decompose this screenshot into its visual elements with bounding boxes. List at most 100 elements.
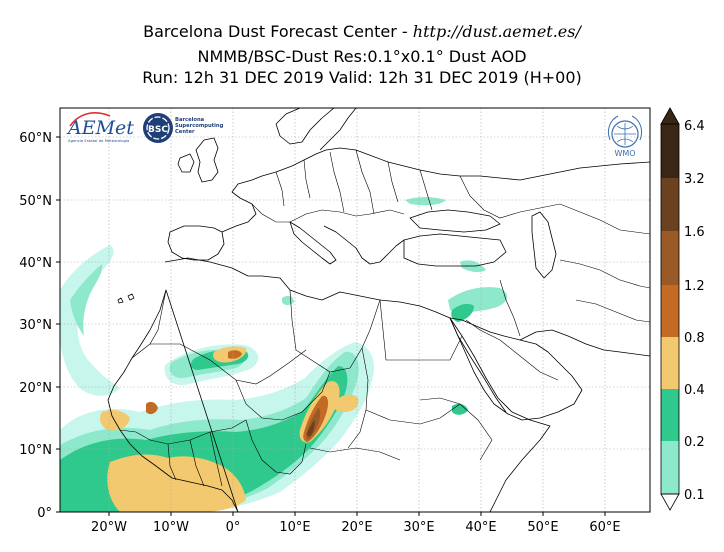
border-niger: [235, 371, 331, 421]
coastline-caspian: [531, 211, 557, 279]
colorbar-label-1.6: 1.6: [684, 225, 705, 240]
dust-area-mideast-inner: [451, 303, 474, 322]
border-ethiopia: [419, 397, 493, 461]
lon-label-30e: 30°E: [403, 520, 434, 535]
colorbar-label-0.4: 0.4: [684, 383, 705, 398]
colorbar-label-3.2: 3.2: [684, 172, 705, 187]
coastline-canaries: [117, 293, 135, 304]
colorbar-segment-0.4: [661, 389, 679, 441]
border-nigeria: [245, 419, 307, 475]
coastline-redsea: [449, 317, 507, 413]
lon-label-20e: 20°E: [341, 520, 372, 535]
dust-area-level1-atlantic-inner: [70, 264, 103, 336]
border-europe-2: [275, 151, 345, 213]
dust-area-level1-atlantic: [60, 245, 120, 396]
title-prefix: Barcelona Dust Forecast Center -: [143, 22, 413, 41]
lat-label-30n: 30°N: [19, 318, 52, 333]
colorbar-top-arrow: [660, 107, 680, 125]
lat-label-0: 0°: [37, 506, 52, 521]
aemet-logo: AEMet Agencia Estatal de Meteorología: [66, 112, 134, 143]
border-southsudan: [365, 403, 461, 425]
coastline-europe: [221, 147, 650, 233]
colorbar-label-1.2: 1.2: [684, 279, 705, 294]
coastline-iran: [519, 329, 650, 357]
lat-label-40n: 40°N: [19, 256, 52, 271]
coastline-iberia: [167, 225, 225, 261]
title-line-1: Barcelona Dust Forecast Center - http://…: [0, 22, 724, 42]
wmo-globe-icon: [611, 120, 639, 148]
wmo-logo: WMO: [607, 115, 643, 158]
border-centralasia: [559, 259, 650, 323]
coastline-uk: [195, 137, 219, 183]
border-europe-1: [251, 203, 405, 223]
colorbar-label-0.2: 0.2: [684, 435, 705, 450]
border-saudi: [465, 319, 559, 381]
lat-label-10n: 10°N: [19, 443, 52, 458]
dust-area-level4-west: [100, 410, 130, 431]
lon-label-0: 0°: [226, 520, 241, 535]
border-libya: [289, 289, 381, 373]
border-iraq-iran: [499, 279, 521, 337]
colorbar-segment-3.2: [661, 178, 679, 231]
bsc-logo: BSC Barcelona Supercomputing Center: [143, 113, 224, 143]
map-frame: [59, 107, 651, 513]
colorbar-segment-0.2: [661, 441, 679, 494]
border-russia: [459, 175, 650, 235]
longitude-axis: 20°W 10°W 0° 10°E 20°E 30°E 40°E 50°E 60…: [91, 512, 621, 535]
lon-label-10w: 10°W: [153, 520, 189, 535]
aemet-logo-text: AEMet: [66, 117, 134, 139]
border-egypt-sudan: [379, 299, 463, 361]
dust-area-level5-algeria: [228, 350, 242, 359]
border-mauritania: [131, 289, 167, 359]
title-url: http://dust.aemet.es/: [412, 22, 581, 41]
colorbar: 6.4 3.2 1.6 1.2 0.8 0.4 0.2 0.1: [660, 107, 705, 511]
aemet-swoosh-icon: [69, 112, 111, 127]
dust-area-level4-sudan: [333, 394, 359, 412]
dust-area-blacksea: [405, 197, 446, 206]
latitude-axis: 60°N 50°N 40°N 30°N 20°N 10°N 0°: [19, 131, 60, 521]
title-line-3: Run: 12h 31 DEC 2019 Valid: 12h 31 DEC 2…: [142, 68, 582, 87]
lat-label-50n: 50°N: [19, 194, 52, 209]
border-europe-3: [355, 149, 433, 215]
dust-area-level7-chad: [307, 420, 315, 437]
lon-label-40e: 40°E: [465, 520, 496, 535]
lon-label-10e: 10°E: [279, 520, 310, 535]
border-algeria-mali: [150, 343, 307, 385]
coastline-ireland: [177, 153, 195, 173]
colorbar-segment-1.2: [661, 285, 679, 337]
national-borders: [119, 149, 650, 487]
coastline-arabia: [449, 317, 583, 421]
aemet-subtitle: Agencia Estatal de Meteorología: [68, 138, 129, 143]
lat-label-20n: 20°N: [19, 381, 52, 396]
lon-label-20w: 20°W: [91, 520, 127, 535]
wmo-logo-text: WMO: [614, 149, 635, 158]
colorbar-label-0.8: 0.8: [684, 331, 705, 346]
colorbar-segment-1.6: [661, 231, 679, 285]
map-content: [60, 108, 650, 512]
colorbar-bottom-arrow: [660, 493, 680, 511]
lat-label-60n: 60°N: [19, 131, 52, 146]
lon-label-60e: 60°E: [589, 520, 620, 535]
coastline-scandinavia: [275, 108, 357, 151]
colorbar-label-6.4: 6.4: [684, 119, 705, 134]
coastline-balkans: [323, 225, 405, 265]
coastline-africa: [107, 257, 551, 512]
coastline-blacksea: [409, 209, 501, 233]
dust-area-level4: [107, 454, 247, 512]
colorbar-segment-0.8: [661, 337, 679, 389]
colorbar-label-0.1: 0.1: [684, 488, 705, 503]
coastlines: [107, 108, 650, 512]
coastline-italy: [289, 221, 337, 265]
lon-label-50e: 50°E: [527, 520, 558, 535]
border-car: [309, 447, 401, 461]
border-westafrica-1: [119, 419, 247, 445]
dust-area-level5-mali: [146, 401, 158, 415]
title-line-2: NMMB/BSC-Dust Res:0.1°x0.1° Dust AOD: [197, 47, 527, 66]
bsc-badge-text: BSC: [148, 125, 168, 135]
coastline-turkey: [403, 233, 507, 267]
colorbar-segment-6.4: [661, 124, 679, 178]
bsc-logo-text: Barcelona Supercomputing Center: [175, 117, 224, 135]
border-westafrica-2: [167, 431, 223, 487]
dust-aod-field: [60, 197, 508, 512]
